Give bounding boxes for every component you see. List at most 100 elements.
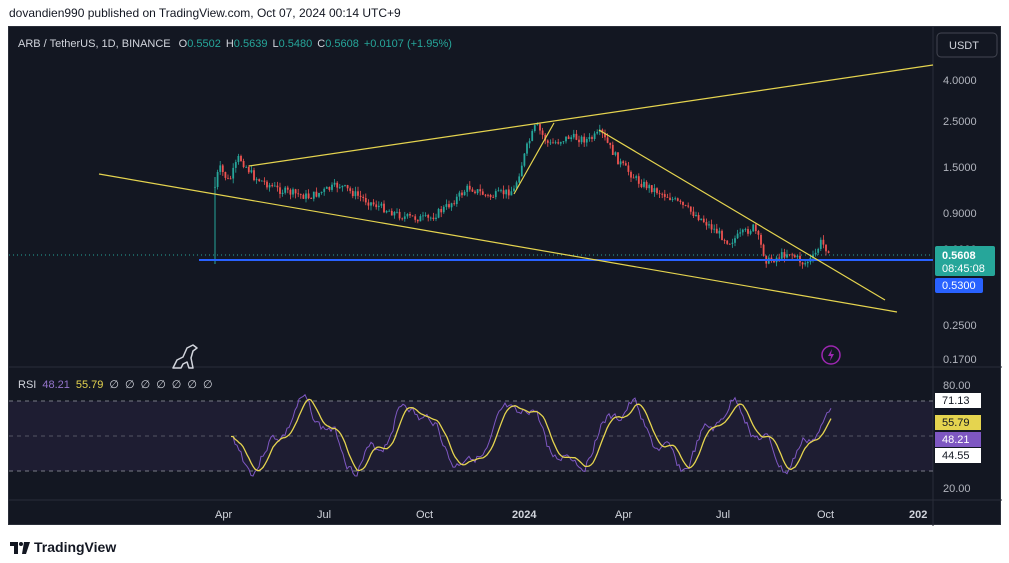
candle-body bbox=[351, 190, 354, 197]
time-axis[interactable]: Apr Jul Oct 2024 Apr Jul Oct 202 bbox=[215, 509, 927, 521]
candle-body bbox=[741, 229, 744, 233]
candle-body bbox=[240, 156, 242, 161]
candle-body bbox=[575, 133, 578, 140]
candle-body bbox=[650, 185, 653, 192]
candle-body bbox=[606, 137, 609, 143]
candle-body bbox=[682, 201, 684, 205]
candle-body bbox=[700, 218, 703, 220]
candle-body bbox=[630, 171, 632, 178]
candle-body bbox=[778, 257, 781, 259]
candle-body bbox=[689, 206, 692, 212]
candle-body bbox=[349, 188, 352, 191]
candle-body bbox=[276, 185, 279, 188]
candle-body bbox=[643, 181, 645, 187]
rsi-ma-tag: 55.79 bbox=[935, 415, 981, 430]
candle-body bbox=[786, 254, 788, 258]
lower-wedge-trendline[interactable] bbox=[98, 173, 898, 313]
candle-body bbox=[258, 179, 261, 181]
time-tick: Oct bbox=[817, 509, 834, 521]
candle-body bbox=[247, 167, 250, 173]
candle-body bbox=[273, 185, 276, 187]
candle-body bbox=[380, 203, 383, 206]
candle-body bbox=[458, 192, 461, 197]
candle-body bbox=[419, 216, 422, 222]
candle-body bbox=[788, 254, 791, 256]
candle-body bbox=[635, 176, 638, 178]
candle-body bbox=[653, 188, 656, 192]
candle-body bbox=[637, 176, 640, 184]
candle-body bbox=[289, 189, 292, 195]
candle-body bbox=[666, 196, 669, 198]
tradingview-logo[interactable]: TradingView bbox=[10, 539, 116, 555]
candle-body bbox=[648, 185, 651, 189]
candle-body bbox=[372, 202, 375, 205]
candle-body bbox=[325, 187, 328, 189]
candle-body bbox=[297, 193, 300, 195]
candle-body bbox=[578, 139, 580, 143]
price-tick: 4.0000 bbox=[943, 75, 977, 87]
candle-body bbox=[502, 190, 505, 195]
rsi-legend[interactable]: RSI 48.21 55.79 ∅ ∅ ∅ ∅ ∅ ∅ ∅ bbox=[18, 379, 213, 391]
candle-body bbox=[661, 193, 664, 195]
currency-button[interactable]: USDT bbox=[936, 32, 998, 58]
candle-body bbox=[284, 187, 287, 193]
time-tick: Apr bbox=[215, 509, 232, 521]
candle-body bbox=[299, 194, 302, 195]
candle-body bbox=[435, 217, 437, 219]
candle-body bbox=[318, 193, 320, 197]
candle-body bbox=[671, 199, 674, 200]
candle-body bbox=[723, 240, 726, 241]
candle-body bbox=[346, 185, 349, 189]
symbol-title[interactable]: ARB / TetherUS, 1D, BINANCE O0.5502 H0.563… bbox=[18, 38, 452, 50]
dinosaur-icon[interactable] bbox=[172, 344, 198, 369]
candle-body bbox=[328, 187, 331, 190]
price-tick: 0.9000 bbox=[943, 208, 977, 220]
candle-body bbox=[390, 210, 393, 216]
upper-channel-trendline[interactable] bbox=[248, 64, 934, 167]
price-axis[interactable]: 4.0000 2.5000 1.5000 0.9000 0.6000 0.250… bbox=[943, 75, 977, 366]
candle-body bbox=[416, 219, 419, 222]
candle-body bbox=[687, 205, 690, 207]
publish-header: dovandien990 published on TradingView.co… bbox=[0, 0, 1009, 26]
candle-body bbox=[533, 125, 536, 131]
lightning-icon[interactable] bbox=[821, 345, 841, 365]
candle-body bbox=[513, 188, 515, 192]
candle-body bbox=[718, 230, 721, 234]
chart-canvas[interactable]: ARB / TetherUS, 1D, BINANCE O0.5502 H0.563… bbox=[9, 27, 1002, 526]
candle-body bbox=[619, 161, 622, 165]
candle-body bbox=[393, 212, 396, 216]
rsi-ma-line bbox=[231, 398, 832, 472]
candle-body bbox=[645, 181, 648, 189]
candle-body bbox=[398, 211, 401, 219]
candle-body bbox=[494, 191, 497, 198]
candle-body bbox=[487, 194, 489, 196]
candle-body bbox=[656, 188, 658, 194]
brand-name: TradingView bbox=[34, 539, 117, 555]
candle-body bbox=[585, 139, 588, 143]
candle-body bbox=[523, 153, 526, 166]
candle-body bbox=[801, 262, 804, 265]
candle-body bbox=[721, 230, 723, 241]
descending-trendline[interactable] bbox=[598, 129, 886, 301]
candle-body bbox=[281, 192, 284, 194]
candle-body bbox=[445, 204, 448, 207]
candle-body bbox=[747, 229, 749, 234]
candle-body bbox=[819, 239, 822, 249]
candle-body bbox=[263, 180, 266, 182]
candle-body bbox=[424, 215, 427, 216]
candle-body bbox=[294, 189, 297, 194]
candle-body bbox=[310, 198, 313, 199]
candle-body bbox=[354, 191, 357, 197]
candle-body bbox=[500, 190, 502, 192]
chart-frame[interactable]: ARB / TetherUS, 1D, BINANCE O0.5502 H0.563… bbox=[8, 26, 1002, 526]
last-price-value: 0.5608 bbox=[942, 250, 976, 262]
candle-body bbox=[437, 209, 440, 218]
candle-body bbox=[338, 187, 341, 188]
candle-body bbox=[520, 165, 523, 177]
candle-body bbox=[250, 170, 253, 173]
candle-body bbox=[227, 177, 229, 179]
candle-body bbox=[697, 215, 700, 220]
candle-body bbox=[429, 217, 432, 219]
rally-trendline[interactable] bbox=[513, 122, 555, 195]
svg-text:71.13: 71.13 bbox=[942, 395, 970, 407]
